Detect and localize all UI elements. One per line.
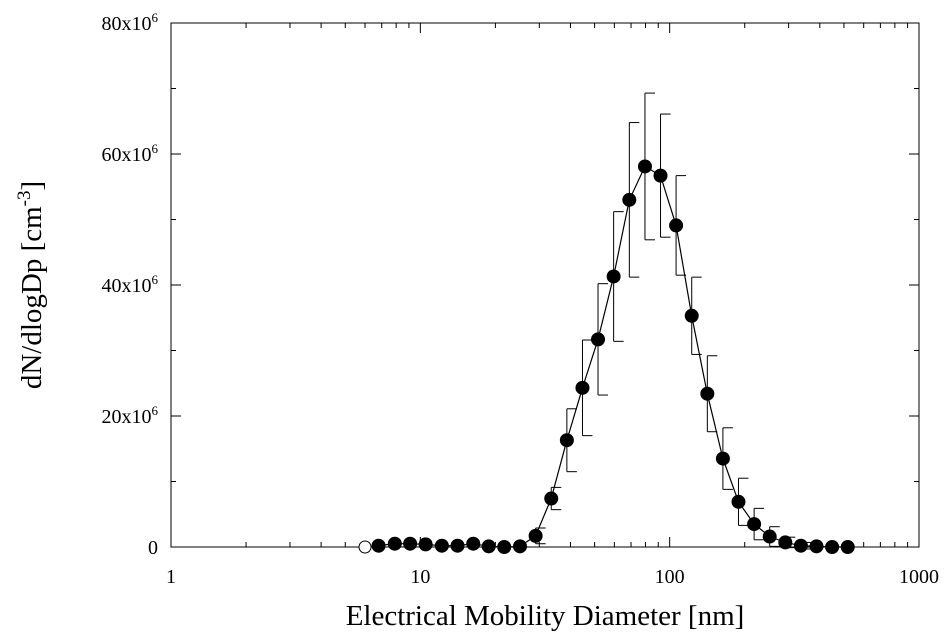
y-tick-label: 60x106: [102, 141, 159, 166]
data-point: [622, 192, 637, 207]
data-point: [715, 451, 730, 466]
y-axis-label-close: ]: [16, 181, 48, 191]
data-point: [481, 539, 496, 554]
x-tick-labels: 1 10 100 1000: [166, 566, 939, 588]
open-data-point: [358, 540, 372, 554]
x-tick-label: 1: [166, 566, 176, 588]
y-axis-label-sup: -3: [14, 191, 35, 207]
data-point: [669, 218, 684, 233]
error-bars: [535, 92, 811, 550]
data-point: [809, 539, 824, 554]
data-point: [403, 536, 418, 551]
data-point: [418, 537, 433, 552]
data-point: [371, 538, 386, 553]
data-point: [591, 332, 606, 347]
x-tick-label: 1000: [899, 566, 939, 588]
y-tick-label: 0: [148, 537, 158, 559]
y-tick-label-main: 60x10: [102, 144, 152, 166]
data-point: [512, 539, 527, 554]
y-tick-label-sup: 6: [152, 141, 159, 156]
data-point: [575, 380, 590, 395]
data-point: [434, 538, 449, 553]
data-point: [637, 159, 652, 174]
x-tick-label: 10: [410, 566, 430, 588]
y-tick-label-sup: 6: [152, 272, 159, 287]
data-point: [762, 529, 777, 544]
data-point: [778, 535, 793, 550]
data-point: [466, 536, 481, 551]
x-axis-label: Electrical Mobility Diameter [nm]: [346, 600, 745, 632]
data-point: [497, 540, 512, 554]
data-point: [840, 540, 855, 554]
data-point: [606, 269, 621, 284]
data-points: [358, 159, 855, 554]
data-point: [559, 433, 574, 448]
data-point: [700, 386, 715, 401]
data-point: [731, 494, 746, 509]
y-axis-label-main: dN/dlogDp [cm: [16, 206, 48, 389]
data-point: [825, 540, 840, 554]
y-tick-label-main: 40x10: [102, 275, 152, 297]
axis-ticks: [170, 22, 920, 548]
data-point: [793, 538, 808, 553]
data-point: [653, 168, 668, 183]
data-point: [544, 491, 559, 506]
y-tick-label: 80x106: [102, 10, 159, 35]
x-tick-label: 100: [655, 566, 685, 588]
y-tick-label-sup: 6: [152, 403, 159, 418]
y-tick-label-main: 0: [148, 537, 158, 559]
data-point: [684, 308, 699, 323]
data-point: [387, 536, 402, 551]
data-point: [747, 517, 762, 532]
y-tick-label-sup: 6: [152, 10, 159, 25]
y-tick-label-main: 20x10: [102, 406, 152, 428]
plot-frame: [170, 22, 920, 548]
y-tick-label: 20x106: [102, 403, 159, 428]
y-tick-label: 40x106: [102, 272, 159, 297]
data-point: [450, 538, 465, 553]
data-point: [528, 528, 543, 543]
y-axis-label: dN/dlogDp [cm-3]: [14, 181, 48, 389]
y-tick-label-main: 80x10: [102, 13, 152, 35]
